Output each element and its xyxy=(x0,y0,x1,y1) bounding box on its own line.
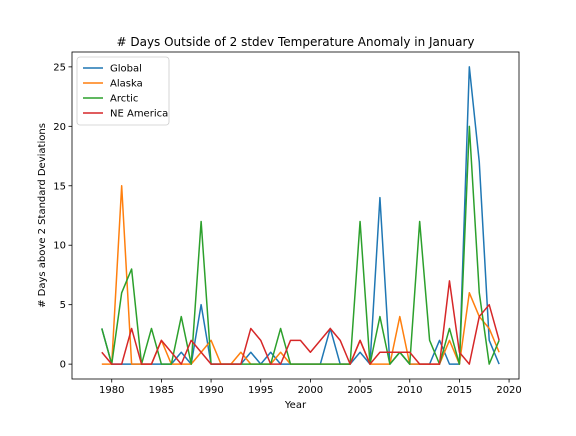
y-axis-label: # Days above 2 Standard Deviations xyxy=(37,123,48,308)
x-axis: 1980 1985 1990 1995 2000 2005 2010 2015 2020 xyxy=(99,379,522,396)
series-line-ne-america xyxy=(101,280,500,365)
series-line-alaska xyxy=(101,185,500,365)
y-tick-label: 20 xyxy=(53,122,66,133)
legend-label-alaska: Alaska xyxy=(110,79,143,90)
x-tick-label: 1980 xyxy=(99,385,124,396)
y-axis: 0 5 10 15 20 25 xyxy=(53,62,72,371)
y-tick-label: 15 xyxy=(53,181,66,192)
legend-box xyxy=(76,56,170,126)
x-tick-label: 2000 xyxy=(298,385,323,396)
x-tick-label: 1985 xyxy=(149,385,174,396)
x-tick-label: 2010 xyxy=(397,385,422,396)
y-tick-label: 25 xyxy=(53,62,66,73)
x-tick-label: 2005 xyxy=(347,385,372,396)
legend-label-ne-america: NE America xyxy=(110,109,168,120)
legend-label-arctic: Arctic xyxy=(110,94,138,105)
y-tick-label: 10 xyxy=(53,241,66,252)
series-line-arctic xyxy=(101,125,500,365)
x-tick-label: 2015 xyxy=(447,385,472,396)
plot-area-frame xyxy=(71,51,520,380)
y-tick-label: 0 xyxy=(60,360,66,371)
x-axis-label: Year xyxy=(284,400,307,411)
legend: Global Alaska Arctic NE America xyxy=(76,56,170,126)
x-tick-label: 2020 xyxy=(496,385,521,396)
chart-title: # Days Outside of 2 stdev Temperature An… xyxy=(116,35,474,49)
y-tick-label: 5 xyxy=(60,300,66,311)
x-tick-label: 1990 xyxy=(198,385,223,396)
legend-label-global: Global xyxy=(110,64,142,75)
x-tick-label: 1995 xyxy=(248,385,273,396)
